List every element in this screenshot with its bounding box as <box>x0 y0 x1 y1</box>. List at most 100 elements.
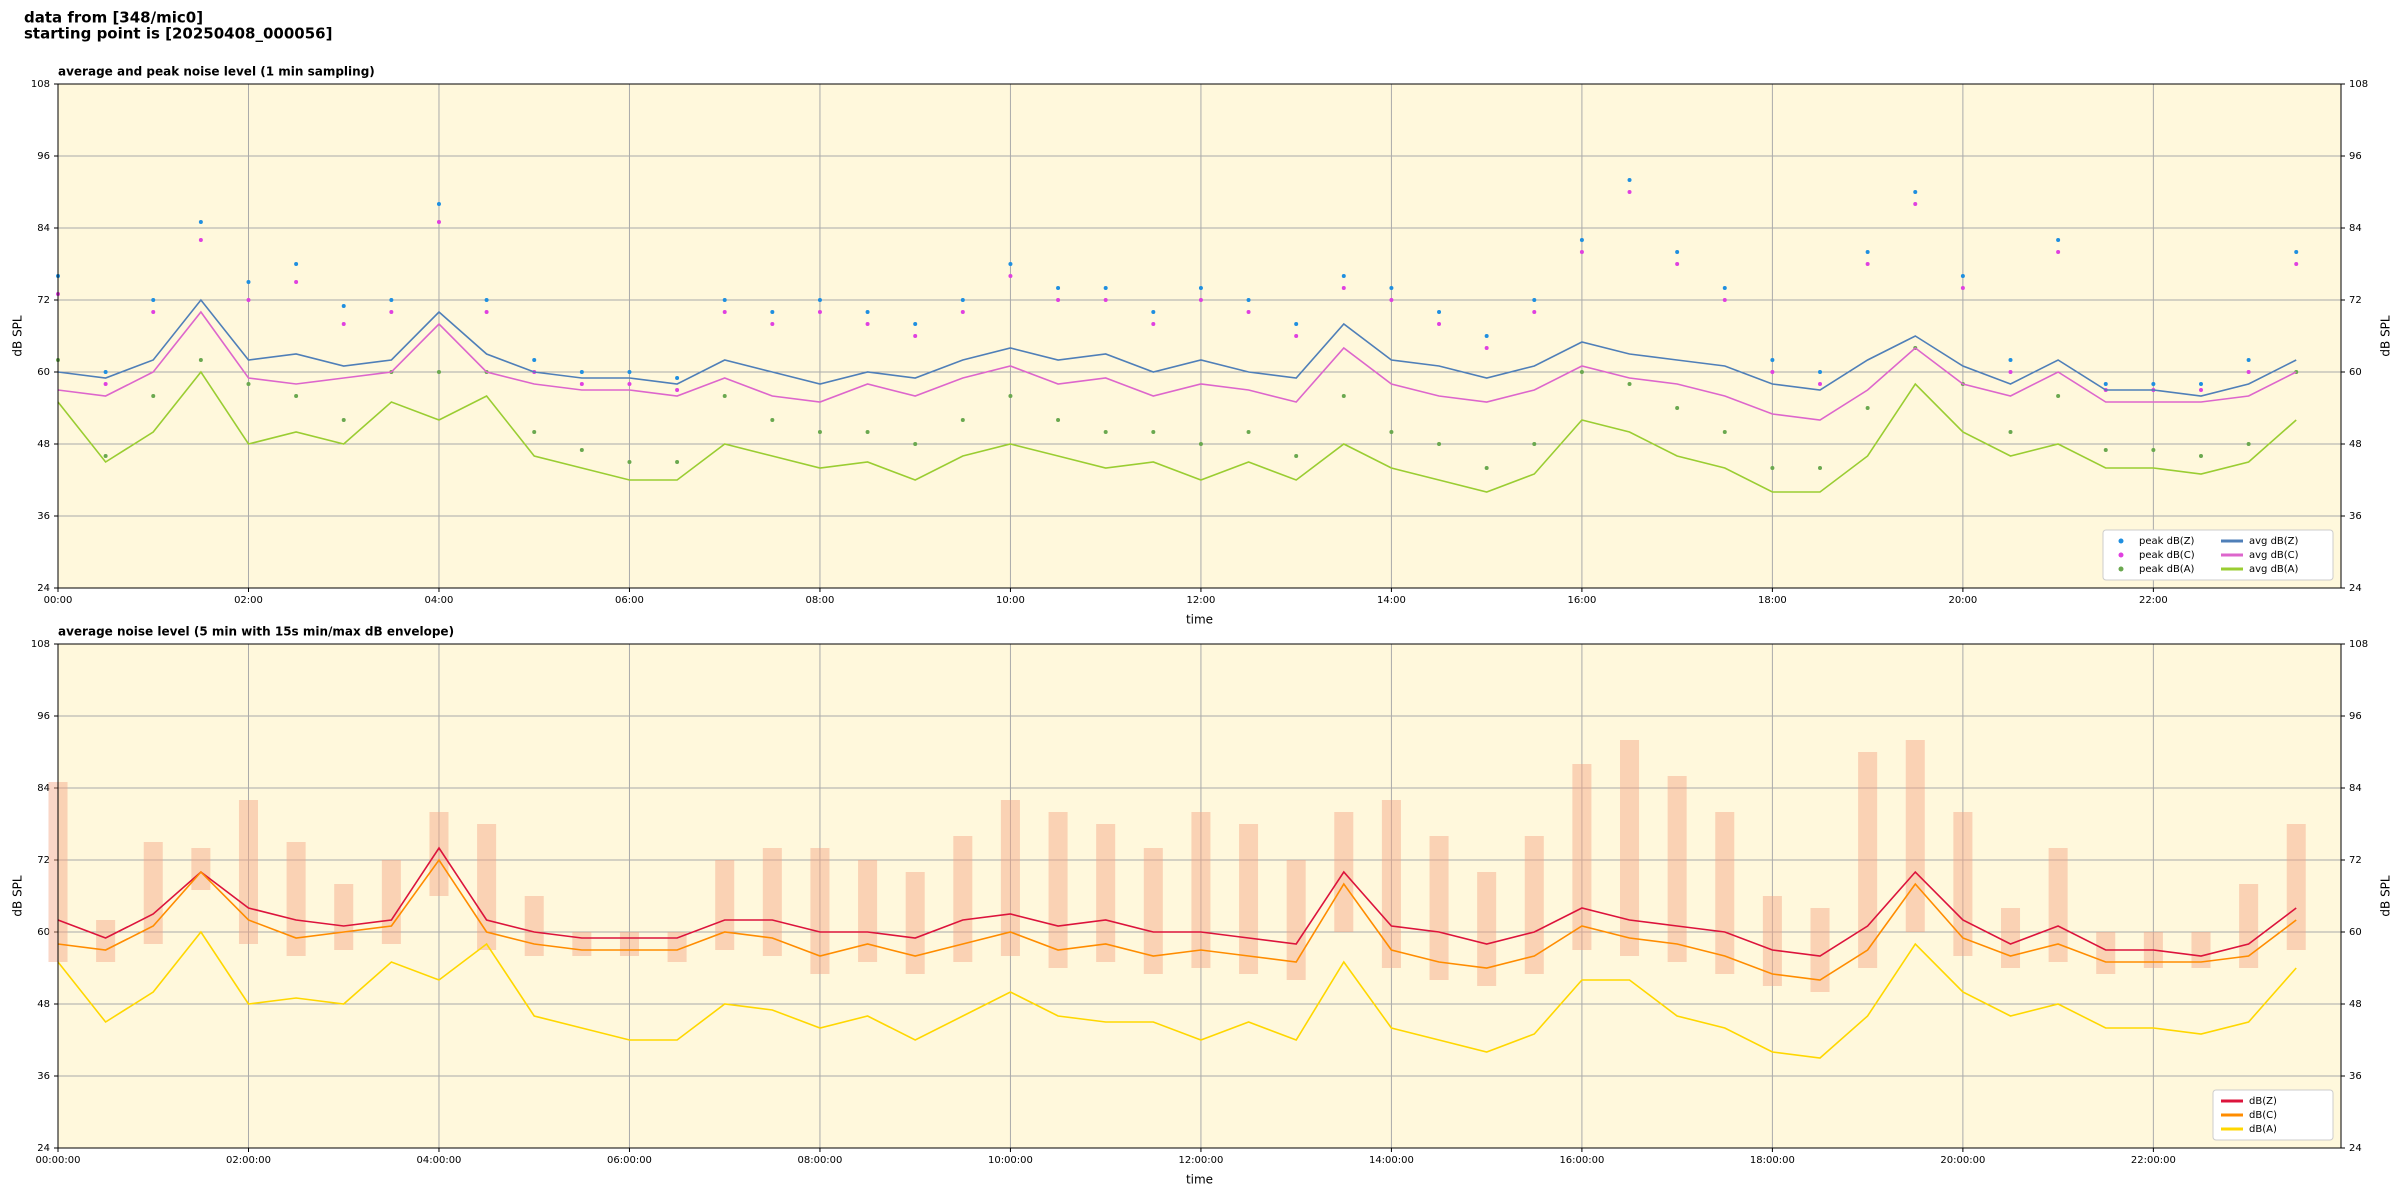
series-line <box>57 310 2297 421</box>
peak-point <box>1532 298 1537 302</box>
peak-point <box>1246 298 1251 302</box>
peak-point <box>1579 238 1584 242</box>
chart-title: average and peak noise level (1 min samp… <box>58 65 375 79</box>
y-tick-label: 96 <box>37 711 50 722</box>
legend-label: avg dB(C) <box>2249 550 2299 561</box>
peak-point <box>913 322 918 326</box>
peak-point <box>627 382 632 386</box>
peak-point <box>1151 310 1156 314</box>
envelope-band <box>905 872 925 974</box>
x-tick-label: 00:00:00 <box>36 1155 81 1166</box>
peak-point <box>913 334 918 338</box>
y-tick-label: 108 <box>2349 79 2368 90</box>
y-tick-label: 48 <box>37 439 50 450</box>
peak-point <box>2008 370 2013 374</box>
y-tick-label: 60 <box>2349 927 2362 938</box>
peak-point <box>1722 298 1727 302</box>
peak-point <box>1532 310 1537 314</box>
peak-point <box>913 442 918 446</box>
legend-label: peak dB(A) <box>2139 564 2195 575</box>
peak-point <box>1151 322 1156 326</box>
peak-point <box>246 298 251 302</box>
peak-point <box>2151 382 2156 386</box>
peak-point <box>1675 406 1680 410</box>
peak-point <box>389 310 394 314</box>
peak-point <box>817 430 822 434</box>
x-tick-label: 14:00:00 <box>1369 1155 1414 1166</box>
x-tick-label: 14:00 <box>1377 595 1406 606</box>
envelope-band <box>524 896 544 956</box>
envelope-band <box>1096 824 1116 962</box>
y-tick-label: 72 <box>37 855 50 866</box>
envelope-band <box>2191 932 2211 968</box>
peak-point <box>1960 274 1965 278</box>
peak-point <box>1913 202 1918 206</box>
envelope-band <box>1762 896 1782 986</box>
y-tick-label: 72 <box>2349 295 2362 306</box>
y-tick-label: 84 <box>2349 223 2362 234</box>
peak-point <box>1437 442 1442 446</box>
header-line: data from [348/mic0] <box>24 9 203 27</box>
x-tick-label: 18:00 <box>1758 595 1787 606</box>
y-axis-label: dB SPL <box>2379 875 2393 917</box>
peak-point <box>1913 190 1918 194</box>
envelope-band <box>1477 872 1497 986</box>
x-tick-label: 16:00:00 <box>1559 1155 1604 1166</box>
y-tick-label: 96 <box>2349 151 2362 162</box>
peak-point <box>1675 250 1680 254</box>
envelope-band <box>1143 848 1163 974</box>
peak-point <box>960 418 965 422</box>
x-tick-label: 08:00:00 <box>797 1155 842 1166</box>
legend-marker <box>2118 538 2124 544</box>
peak-point <box>532 358 537 362</box>
peak-point <box>1246 430 1251 434</box>
peak-point <box>294 262 299 266</box>
envelope-band <box>1239 824 1259 974</box>
peak-point <box>1341 394 1346 398</box>
y-axis-label: dB SPL <box>2379 315 2393 357</box>
y-tick-label: 36 <box>37 511 50 522</box>
y-tick-label: 48 <box>37 999 50 1010</box>
peak-point <box>1389 286 1394 290</box>
peak-point <box>817 310 822 314</box>
peak-point <box>2151 448 2156 452</box>
peak-point <box>1437 310 1442 314</box>
peak-point <box>1818 370 1823 374</box>
peak-point <box>2246 370 2251 374</box>
legend-label: dB(Z) <box>2249 1096 2277 1107</box>
envelope-band <box>810 848 830 974</box>
peak-point <box>1627 178 1632 182</box>
x-tick-label: 06:00 <box>615 595 644 606</box>
peak-point <box>2056 394 2061 398</box>
peak-point <box>151 310 156 314</box>
x-tick-label: 22:00 <box>2139 595 2168 606</box>
peak-point <box>294 280 299 284</box>
peak-point <box>436 370 441 374</box>
peak-point <box>1103 430 1108 434</box>
peak-point <box>1103 298 1108 302</box>
peak-point <box>1722 430 1727 434</box>
peak-point <box>484 298 489 302</box>
series-line <box>57 846 2297 957</box>
peak-point <box>722 310 727 314</box>
x-tick-label: 10:00:00 <box>988 1155 1033 1166</box>
header-line: starting point is [20250408_000056] <box>24 25 332 43</box>
y-tick-label: 96 <box>37 151 50 162</box>
peak-point <box>1341 274 1346 278</box>
peak-point <box>2294 250 2299 254</box>
x-tick-label: 02:00:00 <box>226 1155 271 1166</box>
envelope-band <box>429 812 449 896</box>
peak-point <box>1770 466 1775 470</box>
x-tick-label: 12:00 <box>1187 595 1216 606</box>
plot-frame <box>57 83 2342 589</box>
peak-point <box>1770 358 1775 362</box>
peak-point <box>1818 466 1823 470</box>
envelope-band <box>1191 812 1211 968</box>
peak-point <box>341 322 346 326</box>
peak-point <box>198 220 203 224</box>
plot-area <box>58 84 2341 588</box>
peak-point <box>2008 358 2013 362</box>
y-tick-label: 24 <box>37 583 50 594</box>
peak-point <box>817 298 822 302</box>
